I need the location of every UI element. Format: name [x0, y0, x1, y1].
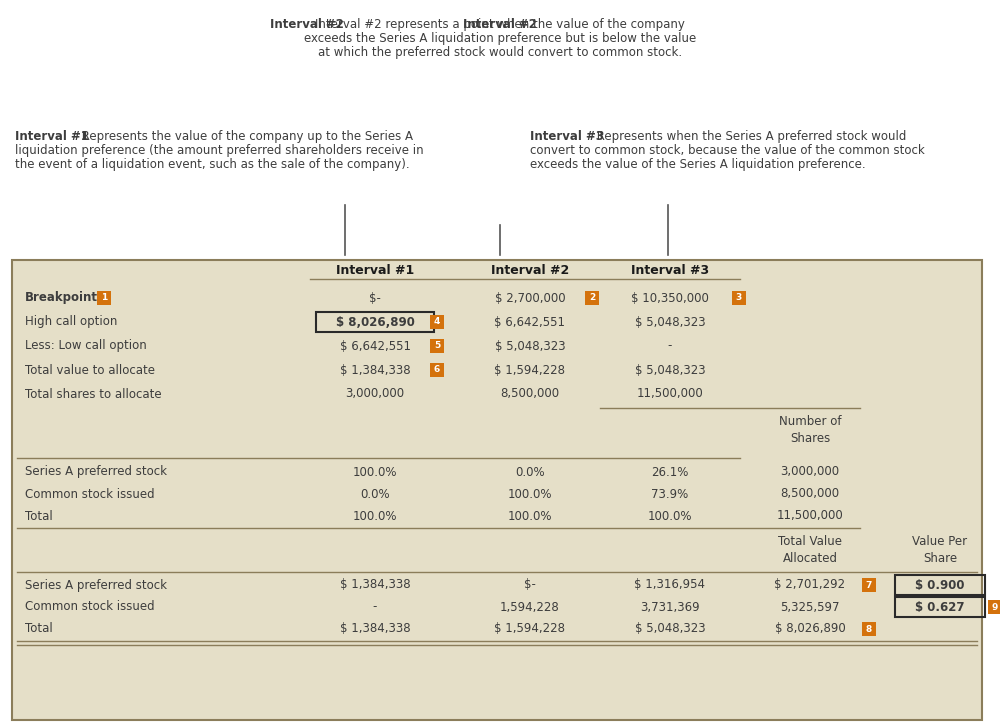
Text: Total shares to allocate: Total shares to allocate	[25, 387, 162, 400]
Text: exceeds the value of the Series A liquidation preference.: exceeds the value of the Series A liquid…	[530, 158, 866, 171]
Text: $ 1,384,338: $ 1,384,338	[340, 579, 410, 591]
Text: 73.9%: 73.9%	[651, 488, 689, 501]
Text: Less: Low call option: Less: Low call option	[25, 339, 147, 352]
FancyBboxPatch shape	[862, 622, 876, 636]
FancyBboxPatch shape	[12, 260, 982, 720]
Text: Common stock issued: Common stock issued	[25, 488, 155, 501]
Text: Interval #3: Interval #3	[530, 130, 604, 143]
Text: $ 5,048,323: $ 5,048,323	[495, 339, 565, 352]
Text: 100.0%: 100.0%	[353, 510, 397, 523]
Text: 100.0%: 100.0%	[508, 510, 552, 523]
FancyBboxPatch shape	[430, 363, 444, 377]
Text: 3,000,000: 3,000,000	[345, 387, 405, 400]
Text: Total value to allocate: Total value to allocate	[25, 363, 155, 376]
Text: Interval #1: Interval #1	[336, 264, 414, 277]
FancyBboxPatch shape	[97, 291, 111, 305]
Text: Common stock issued: Common stock issued	[25, 601, 155, 614]
Text: 2: 2	[589, 293, 595, 303]
Text: $ 5,048,323: $ 5,048,323	[635, 622, 705, 636]
Text: $ 6,642,551: $ 6,642,551	[340, 339, 411, 352]
Text: Represents the value of the company up to the Series A: Represents the value of the company up t…	[78, 130, 413, 143]
Text: 5,325,597: 5,325,597	[780, 601, 840, 614]
Text: 100.0%: 100.0%	[353, 465, 397, 478]
Text: 6: 6	[434, 365, 440, 374]
FancyBboxPatch shape	[430, 315, 444, 329]
Text: 1,594,228: 1,594,228	[500, 601, 560, 614]
Text: $ 5,048,323: $ 5,048,323	[635, 315, 705, 328]
Text: $ 8,026,890: $ 8,026,890	[336, 315, 414, 328]
Text: 26.1%: 26.1%	[651, 465, 689, 478]
Text: 9: 9	[992, 603, 998, 612]
Text: 3: 3	[736, 293, 742, 303]
FancyBboxPatch shape	[988, 600, 1000, 614]
Text: 8: 8	[866, 625, 872, 633]
Text: Number of
Shares: Number of Shares	[779, 415, 841, 445]
Text: 3,000,000: 3,000,000	[780, 465, 840, 478]
Text: Interval #2 represents a point when the value of the company: Interval #2 represents a point when the …	[315, 18, 685, 31]
FancyBboxPatch shape	[862, 578, 876, 592]
Text: Value Per
Share: Value Per Share	[912, 535, 968, 565]
Text: $ 6,642,551: $ 6,642,551	[494, 315, 566, 328]
FancyBboxPatch shape	[732, 291, 746, 305]
FancyBboxPatch shape	[430, 339, 444, 353]
Text: Total: Total	[25, 510, 53, 523]
Text: Interval #2: Interval #2	[463, 18, 537, 31]
Text: $ 1,316,954: $ 1,316,954	[635, 579, 706, 591]
Text: $ 1,594,228: $ 1,594,228	[494, 622, 566, 636]
Text: $ 10,350,000: $ 10,350,000	[631, 291, 709, 304]
FancyBboxPatch shape	[585, 291, 599, 305]
Text: $ 0.627: $ 0.627	[915, 601, 965, 614]
Text: Interval #3: Interval #3	[631, 264, 709, 277]
Text: Breakpoint: Breakpoint	[25, 291, 98, 304]
Text: $ 0.900: $ 0.900	[915, 579, 965, 591]
Text: 8,500,000: 8,500,000	[780, 488, 840, 501]
Text: convert to common stock, because the value of the common stock: convert to common stock, because the val…	[530, 144, 925, 157]
Text: $ 5,048,323: $ 5,048,323	[635, 363, 705, 376]
Text: the event of a liquidation event, such as the sale of the company).: the event of a liquidation event, such a…	[15, 158, 410, 171]
Text: Total Value
Allocated: Total Value Allocated	[778, 535, 842, 565]
Text: 7: 7	[866, 580, 872, 590]
Text: -: -	[373, 601, 377, 614]
Text: liquidation preference (the amount preferred shareholders receive in: liquidation preference (the amount prefe…	[15, 144, 424, 157]
Text: $ 1,594,228: $ 1,594,228	[494, 363, 566, 376]
Text: $-: $-	[369, 291, 381, 304]
Text: $ 2,700,000: $ 2,700,000	[495, 291, 565, 304]
Text: Represents when the Series A preferred stock would: Represents when the Series A preferred s…	[593, 130, 906, 143]
Text: 100.0%: 100.0%	[648, 510, 692, 523]
Text: $ 8,026,890: $ 8,026,890	[775, 622, 845, 636]
Text: 0.0%: 0.0%	[515, 465, 545, 478]
Text: 1: 1	[101, 293, 107, 303]
Text: $ 2,701,292: $ 2,701,292	[774, 579, 846, 591]
Text: $ 1,384,338: $ 1,384,338	[340, 622, 410, 636]
Text: Total: Total	[25, 622, 53, 636]
Text: at which the preferred stock would convert to common stock.: at which the preferred stock would conve…	[318, 46, 682, 59]
Text: 8,500,000: 8,500,000	[500, 387, 560, 400]
Text: Interval #1: Interval #1	[15, 130, 89, 143]
Text: 100.0%: 100.0%	[508, 488, 552, 501]
Text: High call option: High call option	[25, 315, 117, 328]
Text: Interval #2: Interval #2	[270, 18, 344, 31]
Text: $-: $-	[524, 579, 536, 591]
Text: Series A preferred stock: Series A preferred stock	[25, 579, 167, 591]
Text: Series A preferred stock: Series A preferred stock	[25, 465, 167, 478]
Text: exceeds the Series A liquidation preference but is below the value: exceeds the Series A liquidation prefere…	[304, 32, 696, 45]
Text: 11,500,000: 11,500,000	[777, 510, 843, 523]
Text: 3,731,369: 3,731,369	[640, 601, 700, 614]
Text: 5: 5	[434, 341, 440, 350]
Text: 0.0%: 0.0%	[360, 488, 390, 501]
Text: 11,500,000: 11,500,000	[637, 387, 703, 400]
Text: 4: 4	[434, 317, 440, 326]
Text: Interval #2: Interval #2	[491, 264, 569, 277]
Text: $ 1,384,338: $ 1,384,338	[340, 363, 410, 376]
Text: -: -	[668, 339, 672, 352]
